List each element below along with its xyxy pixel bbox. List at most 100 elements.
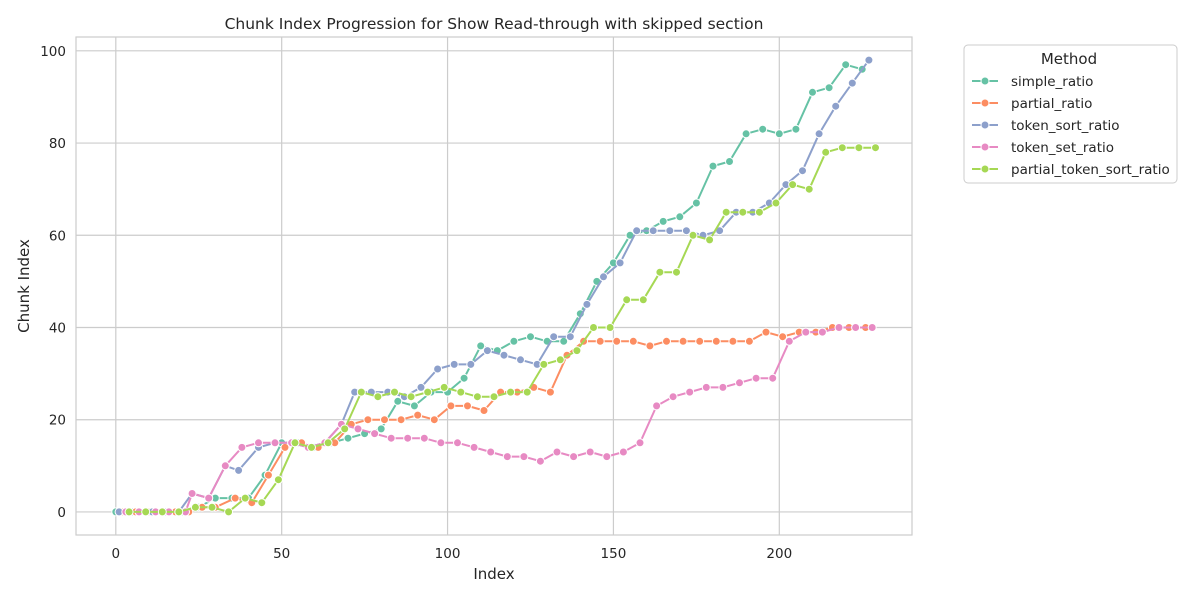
data-point [791, 124, 801, 134]
data-point [708, 161, 718, 171]
data-point [685, 387, 695, 397]
legend-label: token_set_ratio [1011, 140, 1114, 156]
data-point [618, 447, 628, 457]
data-point [569, 452, 579, 462]
data-point [270, 438, 280, 448]
data-point [502, 452, 512, 462]
data-point [489, 392, 499, 402]
data-point [595, 336, 605, 346]
data-point [526, 332, 535, 342]
data-point [632, 226, 642, 236]
legend-item: partial_token_sort_ratio [972, 162, 1170, 178]
legend-items: simple_ratio partial_ratio token_sort_rati… [972, 74, 1170, 178]
data-point [771, 198, 781, 208]
data-point [549, 332, 559, 342]
data-point [691, 198, 701, 208]
data-point [204, 493, 214, 503]
data-point [645, 341, 655, 351]
data-point [234, 465, 244, 475]
data-point [456, 387, 466, 397]
data-point [423, 387, 433, 397]
data-point [821, 147, 831, 157]
data-point [817, 327, 827, 337]
data-point [290, 438, 300, 448]
data-point [622, 295, 632, 305]
grid [76, 37, 912, 535]
data-point [469, 442, 479, 452]
data-point [479, 406, 489, 415]
data-point [343, 433, 353, 443]
data-point [254, 438, 263, 448]
data-point [814, 129, 824, 139]
legend-item: token_sort_ratio [972, 118, 1120, 134]
data-point [744, 336, 754, 346]
data-point [675, 212, 685, 222]
data-point [409, 401, 419, 411]
data-point [672, 267, 681, 277]
legend-marker [980, 142, 990, 152]
data-point [406, 392, 416, 402]
x-tick-label: 50 [273, 546, 290, 562]
data-point [323, 438, 333, 448]
data-point [230, 493, 240, 503]
data-point [758, 124, 768, 134]
data-point [453, 438, 462, 448]
legend-marker [980, 98, 990, 108]
data-point [695, 336, 705, 346]
legend-marker [980, 120, 990, 130]
data-point [648, 226, 658, 236]
data-point [837, 143, 847, 153]
data-point [307, 442, 316, 452]
data-point [784, 336, 794, 346]
tick-labels: 0 50 100 150 200 0 20 40 60 80 100 [40, 44, 792, 562]
data-point [681, 226, 691, 236]
data-point [463, 401, 472, 411]
data-point [572, 346, 582, 356]
data-point [386, 433, 396, 443]
y-tick-label: 80 [49, 136, 66, 152]
data-point [628, 336, 638, 346]
x-tick-label: 100 [435, 546, 461, 562]
data-point [867, 323, 877, 332]
legend-marker [980, 164, 990, 174]
data-point [393, 396, 403, 406]
data-point [124, 507, 134, 517]
x-tick-label: 150 [601, 546, 627, 562]
legend-item: simple_ratio [972, 74, 1093, 90]
data-point [263, 470, 273, 480]
data-point [506, 387, 516, 397]
data-point [413, 410, 423, 420]
y-tick-label: 20 [49, 413, 66, 429]
data-point [340, 424, 350, 434]
data-point [190, 502, 200, 512]
legend-label: token_sort_ratio [1011, 118, 1120, 134]
data-point [871, 143, 880, 153]
data-point [655, 267, 665, 277]
data-point [356, 387, 366, 397]
data-point [363, 415, 373, 425]
data-point [157, 507, 167, 517]
data-point [635, 438, 645, 448]
data-point [668, 392, 678, 402]
data-point [472, 392, 482, 402]
y-tick-label: 60 [49, 228, 66, 244]
data-point [449, 359, 459, 369]
data-point [841, 60, 851, 70]
data-point [439, 382, 449, 392]
x-axis-label: Index [473, 565, 514, 583]
data-point [678, 336, 688, 346]
data-point [376, 424, 386, 434]
data-point [220, 461, 230, 471]
y-tick-label: 40 [49, 321, 66, 337]
data-point [761, 327, 771, 337]
data-point [509, 336, 519, 346]
data-point [419, 433, 429, 443]
data-point [847, 78, 857, 88]
data-point [545, 387, 555, 397]
data-point [257, 498, 267, 508]
data-point [804, 184, 814, 194]
chart-title: Chunk Index Progression for Show Read-th… [225, 15, 764, 33]
data-point [429, 415, 439, 425]
data-point [466, 359, 476, 369]
